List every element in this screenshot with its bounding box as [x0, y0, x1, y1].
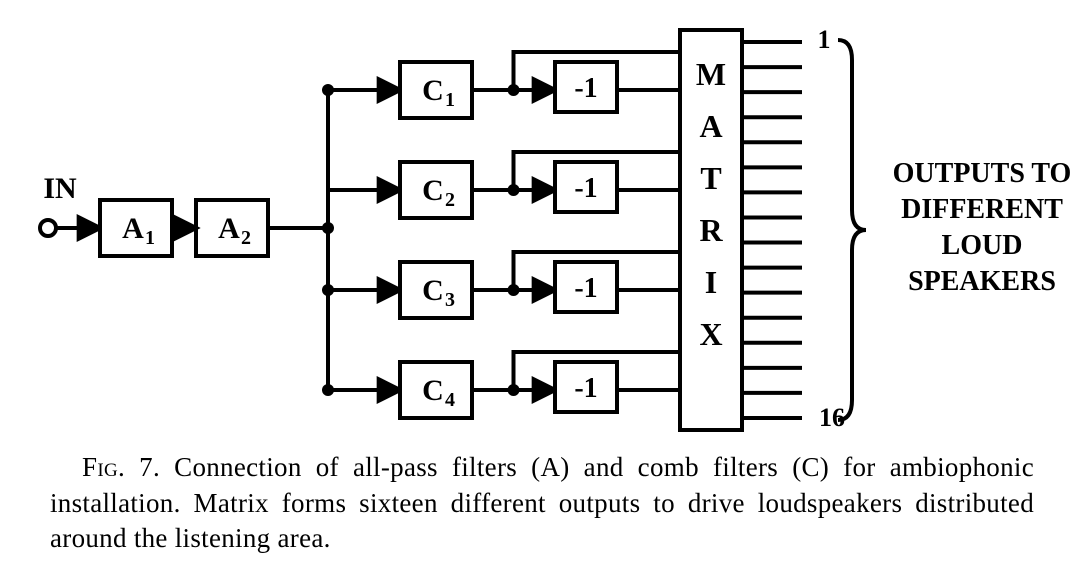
- label: M: [696, 56, 726, 92]
- label: LOUD: [942, 230, 1023, 261]
- block-label-sub: 2: [241, 227, 251, 249]
- block-label: C: [422, 74, 444, 107]
- label: SPEAKERS: [908, 266, 1056, 297]
- block-label-sub: 3: [445, 289, 455, 311]
- label: OUTPUTS TO: [893, 158, 1072, 189]
- figure-number: Fig. 7.: [82, 452, 160, 482]
- label: -1: [574, 173, 597, 204]
- label: -1: [574, 373, 597, 404]
- block-label-sub: 2: [445, 189, 455, 211]
- block-label: C: [422, 274, 444, 307]
- label: -1: [574, 273, 597, 304]
- label: IN: [43, 172, 77, 205]
- label: T: [700, 160, 721, 196]
- figure-caption-text: Connection of all-pass filters (A) and c…: [50, 452, 1034, 553]
- label: 1: [818, 25, 831, 54]
- block-label: A: [122, 212, 144, 245]
- output-brace: [838, 40, 866, 420]
- label: R: [699, 212, 723, 248]
- label: X: [699, 316, 722, 352]
- input-terminal: [40, 220, 56, 236]
- label: DIFFERENT: [901, 194, 1063, 225]
- block-label: A: [218, 212, 240, 245]
- figure-page: { "diagram": { "type": "flowchart", "bac…: [0, 0, 1074, 566]
- block-label-sub: 1: [145, 227, 155, 249]
- block-label-sub: 4: [445, 389, 455, 411]
- label: I: [705, 264, 717, 300]
- block-label: C: [422, 374, 444, 407]
- label: A: [699, 108, 722, 144]
- block-label: C: [422, 174, 444, 207]
- label: -1: [574, 73, 597, 104]
- signal-flow-diagram: INA1A2C1-1C2-1C3-1C4-1MATRIX116OUTPUTS T…: [0, 0, 1074, 440]
- block-label-sub: 1: [445, 89, 455, 111]
- figure-caption: Fig. 7. Connection of all-pass filters (…: [50, 450, 1034, 557]
- label: 16: [819, 403, 845, 432]
